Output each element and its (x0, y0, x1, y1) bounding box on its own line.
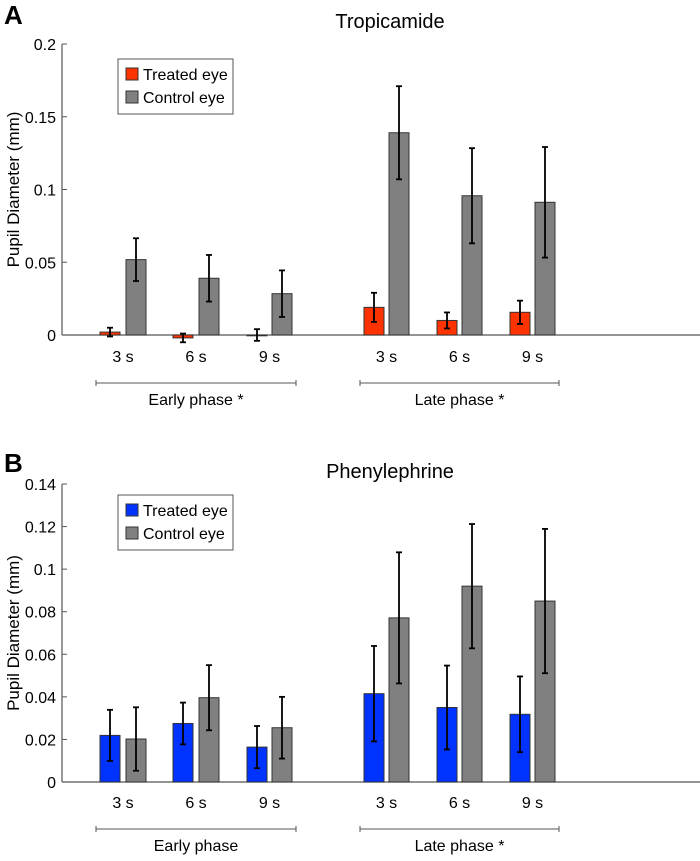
group-label: Late phase * (415, 838, 505, 855)
legend-label: Control eye (143, 90, 225, 107)
chart-title: Phenylephrine (326, 461, 454, 483)
legend-label: Treated eye (143, 503, 228, 520)
y-tick-label: 0.2 (34, 37, 56, 54)
x-tick-label: 3 s (112, 349, 133, 366)
legend-label: Treated eye (143, 67, 228, 84)
y-axis-label: Pupil Diameter (mm) (4, 112, 23, 268)
x-tick-label: 6 s (185, 349, 206, 366)
y-axis-label: Pupil Diameter (mm) (4, 555, 23, 711)
panel-label: A (4, 0, 23, 30)
group-label: Early phase * (148, 392, 243, 409)
y-tick-label: 0.1 (34, 562, 56, 579)
chart-panel-a: A Tropicamide Pupil Diameter (mm) 0 0.05 0.1 0… (4, 0, 700, 409)
x-tick-label: 3 s (376, 795, 397, 812)
group-label: Late phase * (415, 392, 505, 409)
legend-swatch (125, 67, 139, 81)
x-tick-label: 6 s (449, 795, 470, 812)
x-tick-label: 9 s (259, 795, 280, 812)
y-tick-label: 0 (47, 328, 56, 345)
legend-swatch (125, 526, 139, 540)
x-tick-label: 3 s (376, 349, 397, 366)
y-tick-label: 0.14 (25, 477, 56, 494)
chart-title: Tropicamide (335, 11, 444, 33)
y-tick-label: 0.12 (25, 520, 56, 537)
y-tick-label: 0.05 (25, 255, 56, 272)
x-tick-label: 3 s (112, 795, 133, 812)
y-tick-label: 0.04 (25, 690, 56, 707)
y-tick-label: 0.06 (25, 647, 56, 664)
group-label: Early phase (154, 838, 239, 855)
x-tick-label: 9 s (522, 795, 543, 812)
y-tick-label: 0.1 (34, 183, 56, 200)
legend-swatch (125, 90, 139, 104)
y-tick-label: 0.08 (25, 605, 56, 622)
x-tick-label: 9 s (522, 349, 543, 366)
chart-panel-b: B Phenylephrine Pupil Diameter (mm) 0 0.02 0.… (4, 448, 700, 855)
x-tick-label: 6 s (449, 349, 470, 366)
panel-label: B (4, 448, 23, 478)
y-tick-label: 0.15 (25, 110, 56, 127)
legend-label: Control eye (143, 526, 225, 543)
x-tick-label: 6 s (185, 795, 206, 812)
legend-swatch (125, 503, 139, 517)
y-tick-label: 0.02 (25, 732, 56, 749)
y-tick-label: 0 (47, 775, 56, 792)
x-tick-label: 9 s (259, 349, 280, 366)
